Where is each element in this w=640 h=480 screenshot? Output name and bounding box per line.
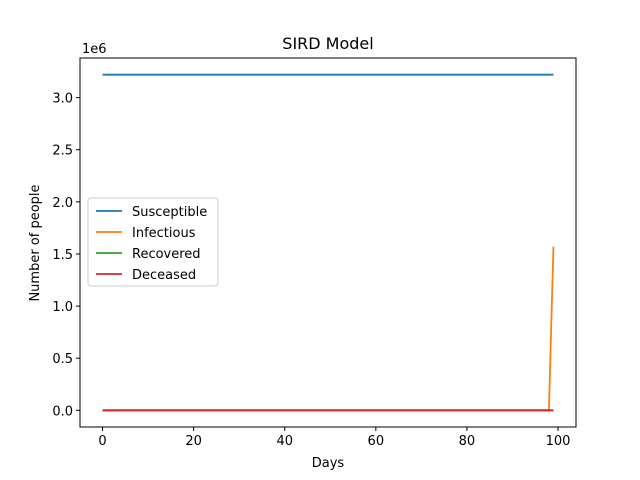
y-tick-label: 0.5 [52, 352, 73, 367]
x-tick-label: 40 [276, 434, 293, 449]
legend-label-recovered: Recovered [132, 247, 201, 262]
y-tick-label: 2.0 [52, 196, 73, 211]
x-tick-label: 80 [459, 434, 476, 449]
plot-area [79, 57, 577, 428]
chart-title: SIRD Model [282, 34, 373, 53]
y-axis-label: Number of people [28, 184, 43, 301]
y-tick-label: 1.5 [52, 248, 73, 263]
y-tick-label: 2.5 [52, 144, 73, 159]
legend-label-susceptible: Susceptible [132, 205, 207, 220]
legend-box [87, 197, 219, 287]
y-tick-label: 1.0 [52, 300, 73, 315]
x-axis-label: Days [312, 456, 345, 471]
legend-label-infectious: Infectious [132, 226, 196, 241]
x-tick-label: 0 [98, 434, 106, 449]
plot-frame [79, 57, 577, 428]
y-tick-label: 3.0 [52, 92, 73, 107]
y-axis: 0.0 0.5 1.0 1.5 2.0 2.5 3.0 [52, 92, 80, 419]
y-tick-label: 0.0 [52, 404, 73, 419]
x-tick-label: 20 [185, 434, 202, 449]
x-tick-label: 60 [368, 434, 385, 449]
y-offset-text: 1e6 [82, 42, 107, 57]
x-axis: 0 20 40 60 80 100 [98, 427, 570, 449]
legend: Susceptible Infectious Recovered Deceased [87, 197, 219, 287]
legend-label-deceased: Deceased [132, 268, 196, 283]
x-tick-label: 100 [546, 434, 571, 449]
